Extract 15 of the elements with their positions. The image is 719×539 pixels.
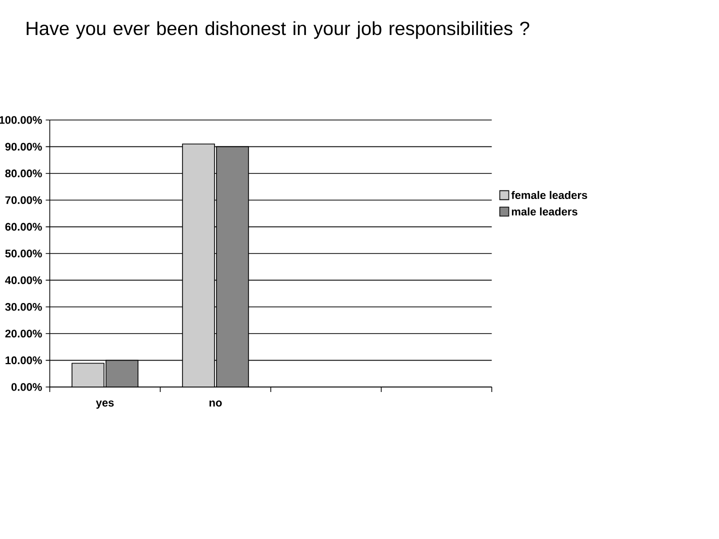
y-tick-label: 30.00% bbox=[5, 303, 42, 311]
y-tick-label: 70.00% bbox=[5, 196, 42, 204]
chart-title: Have you ever been dishonest in your job responsibilities ? bbox=[26, 21, 530, 39]
y-tick-label: 80.00% bbox=[5, 170, 42, 178]
y-tick-label: 90.00% bbox=[5, 142, 42, 151]
y-tick-label: 20.00% bbox=[5, 330, 42, 338]
x-tick-label: no bbox=[210, 400, 222, 407]
legend-label: female leaders bbox=[511, 190, 588, 200]
legend-label: male leaders bbox=[512, 207, 578, 216]
y-tick-label: 60.00% bbox=[5, 222, 42, 231]
x-tick-label: yes bbox=[96, 400, 114, 409]
y-tick-label: 50.00% bbox=[5, 250, 42, 258]
y-tick-label: 40.00% bbox=[5, 276, 42, 284]
y-tick-label: 0.00% bbox=[11, 383, 42, 391]
y-tick-label: 10.00% bbox=[6, 356, 42, 364]
